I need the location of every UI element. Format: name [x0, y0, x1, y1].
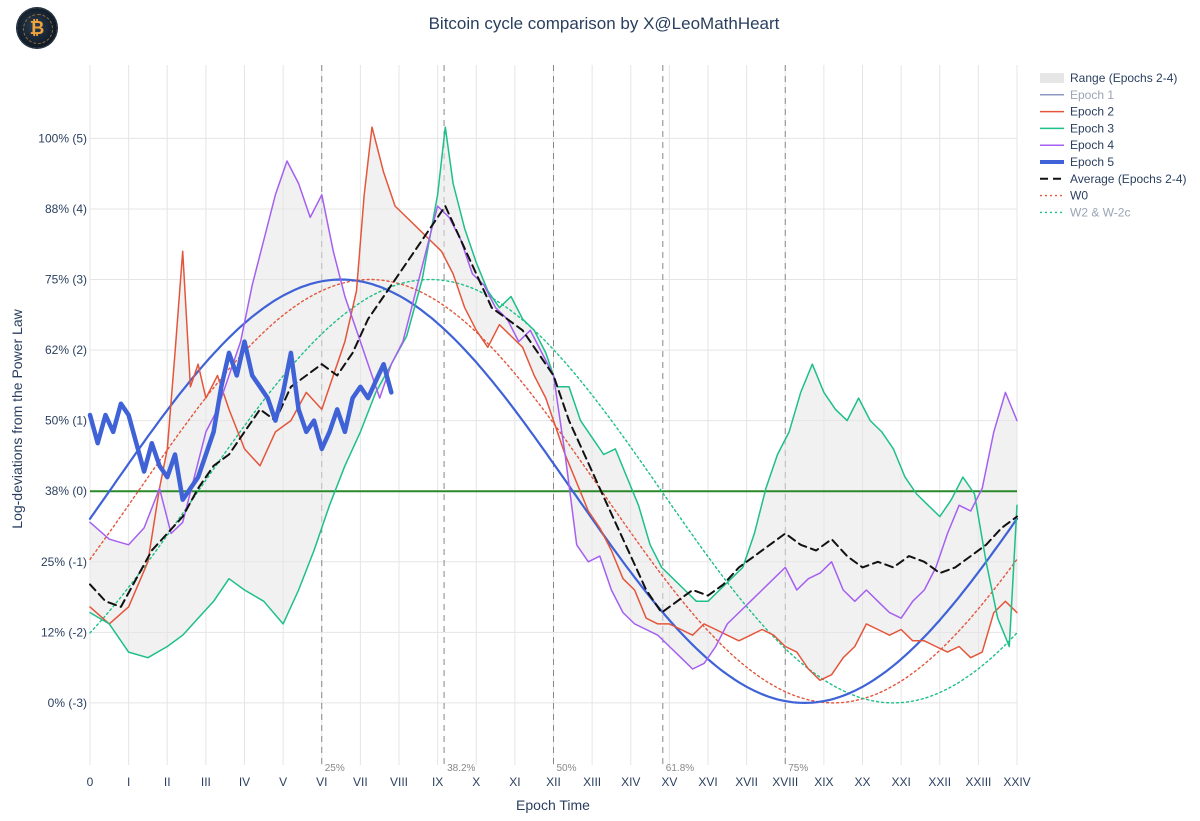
- x-tick-label: XV: [661, 775, 677, 789]
- series-line-epoch-5: [87, 339, 394, 502]
- legend-item[interactable]: Average (Epochs 2-4): [1040, 172, 1187, 186]
- x-tick-label: IV: [239, 775, 250, 789]
- x-tick-label: VIII: [390, 775, 408, 789]
- x-tick-label: XIII: [583, 775, 601, 789]
- x-tick-label: I: [127, 775, 130, 789]
- x-tick-label: IX: [432, 775, 443, 789]
- x-tick-label: II: [164, 775, 171, 789]
- y-tick-label: 75% (3): [45, 273, 87, 287]
- reference-line-label: 61.8%: [666, 763, 694, 774]
- legend-label: Range (Epochs 2-4): [1070, 71, 1177, 85]
- x-tick-label: VII: [353, 775, 368, 789]
- y-tick-label: 25% (-1): [41, 555, 87, 569]
- y-tick-label: 62% (2): [45, 343, 87, 357]
- x-tick-label: VI: [316, 775, 327, 789]
- legend-item[interactable]: Epoch 4: [1040, 138, 1114, 152]
- y-tick-label: 88% (4): [45, 202, 87, 216]
- y-tick-label: 38% (0): [45, 484, 87, 498]
- legend-item[interactable]: W2 & W-2c: [1040, 205, 1130, 219]
- x-tick-label: III: [201, 775, 211, 789]
- x-tick-label: XVII: [735, 775, 758, 789]
- bitcoin-logo-icon: ₿: [17, 8, 57, 48]
- x-axis-title: Epoch Time: [516, 797, 590, 813]
- axis-labels: 0 I II III IV V VI VII VIII IX X XI XII XIII XIV XV XVI X…: [38, 131, 1030, 789]
- y-tick-label: 12% (-2): [41, 625, 87, 639]
- x-tick-label: 0: [87, 775, 94, 789]
- legend-label: Average (Epochs 2-4): [1070, 172, 1187, 186]
- reference-line-label: 50%: [557, 763, 577, 774]
- y-tick-label: 50% (1): [45, 414, 87, 428]
- reference-line-label: 38.2%: [447, 763, 475, 774]
- x-tick-label: XXII: [928, 775, 951, 789]
- y-tick-label: 100% (5): [38, 131, 87, 145]
- x-tick-label: XI: [509, 775, 520, 789]
- chart-title: Bitcoin cycle comparison by X@LeoMathHea…: [429, 14, 780, 33]
- series-line-epoch-2: [89, 126, 1018, 682]
- series-line-average-epochs-2-4: [89, 205, 1018, 614]
- x-tick-label: XIV: [621, 775, 640, 789]
- plot-area: [87, 126, 1019, 704]
- legend-item[interactable]: Epoch 5: [1040, 155, 1114, 169]
- series-line-w2-w-2c: [89, 278, 1018, 704]
- legend-label: Epoch 5: [1070, 155, 1114, 169]
- legend-label: Epoch 4: [1070, 138, 1114, 152]
- range-band: [90, 127, 1017, 681]
- x-tick-label: XVIII: [772, 775, 798, 789]
- x-tick-label: X: [472, 775, 480, 789]
- reference-line-label: 25%: [325, 763, 345, 774]
- legend-item[interactable]: Range (Epochs 2-4): [1040, 71, 1177, 85]
- x-tick-label: XIX: [814, 775, 833, 789]
- x-tick-label: V: [279, 775, 287, 789]
- y-axis-title: Log-deviations from the Power Law: [9, 308, 25, 528]
- legend-item[interactable]: Epoch 1: [1040, 88, 1114, 102]
- legend-item[interactable]: Epoch 3: [1040, 121, 1114, 135]
- y-tick-label: 0% (-3): [48, 696, 87, 710]
- series-line-epoch-3: [89, 126, 1018, 659]
- x-tick-label: XVI: [698, 775, 717, 789]
- x-tick-label: XII: [546, 775, 561, 789]
- x-tick-label: XX: [854, 775, 870, 789]
- reference-line-label: 75%: [788, 763, 808, 774]
- legend-label: Epoch 2: [1070, 105, 1114, 119]
- x-tick-label: XXIII: [965, 775, 991, 789]
- legend-item[interactable]: Epoch 2: [1040, 105, 1114, 119]
- legend[interactable]: Range (Epochs 2-4) Epoch 1 Epoch 2 Epoch 3 E…: [1040, 71, 1187, 219]
- legend-item[interactable]: W0: [1040, 189, 1088, 203]
- legend-label: Epoch 3: [1070, 121, 1114, 135]
- legend-label: W0: [1070, 189, 1088, 203]
- legend-label: W2 & W-2c: [1070, 205, 1130, 219]
- x-tick-label: XXI: [891, 775, 910, 789]
- legend-label: Epoch 1: [1070, 88, 1114, 102]
- series-line-epoch-4: [89, 160, 1018, 670]
- legend-swatch: [1040, 73, 1064, 83]
- x-tick-label: XXIV: [1003, 775, 1030, 789]
